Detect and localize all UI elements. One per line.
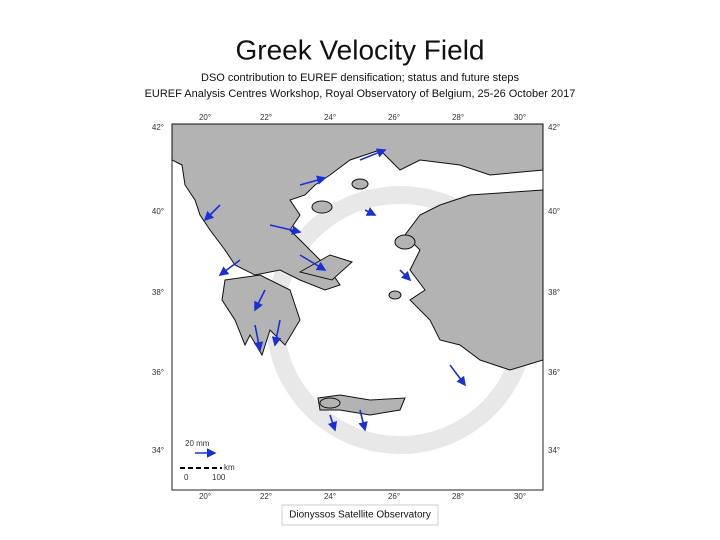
longitude-label: 28°: [452, 113, 464, 122]
latitude-label: 36°: [548, 368, 560, 377]
longitude-label: 26°: [388, 113, 400, 122]
scale-unit: km: [224, 463, 235, 472]
latitude-label: 42°: [548, 123, 560, 132]
longitude-label: 30°: [514, 113, 526, 122]
latitude-label: 40°: [548, 207, 560, 216]
latitude-label: 38°: [548, 288, 560, 297]
scale-start: 0: [184, 473, 189, 482]
longitude-label: 20°: [199, 113, 211, 122]
subtitle: DSO contribution to EUREF densification;…: [201, 72, 519, 84]
latitude-label: 34°: [548, 446, 560, 455]
title: Greek Velocity Field: [236, 34, 485, 65]
longitude-label: 22°: [260, 113, 272, 122]
latitude-label: 34°: [152, 446, 164, 455]
longitude-label: 30°: [514, 492, 526, 501]
scale-arrow-label: 20 mm: [185, 439, 210, 448]
latitude-label: 38°: [152, 288, 164, 297]
longitude-label: 26°: [388, 492, 400, 501]
latitude-label: 42°: [152, 123, 164, 132]
latitude-label: 40°: [152, 207, 164, 216]
longitude-label: 28°: [452, 492, 464, 501]
longitude-label: 20°: [199, 492, 211, 501]
longitude-label: 24°: [324, 113, 336, 122]
footer: Dionyssos Satellite Observatory: [289, 510, 431, 521]
scale-end: 100: [212, 473, 226, 482]
longitude-label: 22°: [260, 492, 272, 501]
graticule-labels: 20° 20° 22° 22° 24° 24° 26° 26° 28° 28° 30° 30° 42° 4…: [152, 113, 560, 501]
footer-box: [281, 504, 439, 526]
longitude-label: 24°: [324, 492, 336, 501]
map: 20 mm km 0 100: [171, 123, 544, 491]
latitude-label: 36°: [152, 368, 164, 377]
subtitle: EUREF Analysis Centres Workshop, Royal O…: [145, 88, 576, 100]
